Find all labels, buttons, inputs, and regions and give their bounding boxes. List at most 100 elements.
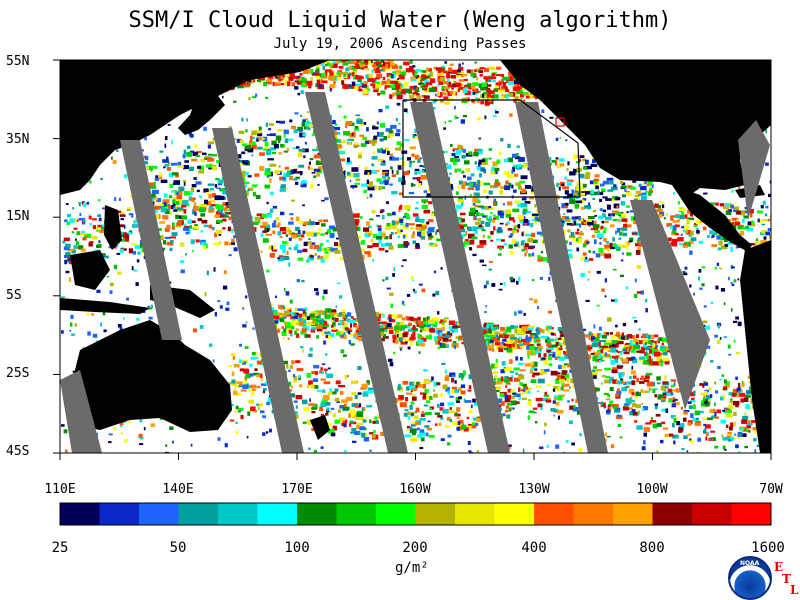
cloud-pixel	[759, 232, 765, 236]
cloud-pixel	[468, 409, 473, 414]
cloud-pixel	[458, 149, 464, 152]
cloud-pixel	[279, 176, 285, 181]
cloud-pixel	[391, 65, 399, 69]
cloud-pixel	[378, 247, 385, 251]
cloud-pixel	[461, 170, 465, 174]
cloud-pixel	[453, 80, 457, 84]
cloud-pixel	[511, 184, 514, 189]
cloud-pixel	[698, 410, 704, 414]
cloud-pixel	[463, 242, 466, 248]
cloud-pixel	[683, 410, 690, 413]
cloud-pixel	[520, 338, 528, 342]
cloud-pixel	[452, 91, 456, 96]
cloud-pixel	[366, 73, 373, 79]
cloud-pixel	[515, 182, 521, 186]
cloud-pixel	[424, 87, 428, 91]
cloud-pixel	[302, 316, 309, 320]
cloud-pixel	[69, 218, 75, 223]
cloud-pixel	[333, 131, 337, 136]
cloud-pixel	[309, 313, 315, 318]
cloud-pixel	[96, 245, 101, 248]
cloud-pixel	[367, 387, 374, 392]
cloud-pixel	[640, 389, 644, 393]
cloud-pixel	[571, 238, 577, 242]
cloud-pixel	[395, 147, 402, 151]
cloud-pixel	[524, 252, 527, 257]
cloud-pixel	[591, 342, 599, 348]
cloud-pixel	[244, 190, 249, 193]
cloud-pixel	[372, 421, 379, 424]
cloud-pixel	[297, 249, 303, 253]
cloud-pixel	[297, 50, 301, 54]
cloud-pixel	[512, 153, 517, 158]
cloud-pixel	[559, 329, 566, 334]
cloud-pixel	[703, 417, 710, 421]
cloud-pixel	[524, 363, 531, 367]
cloud-pixel	[435, 340, 439, 345]
cloud-pixel	[419, 383, 426, 388]
cloud-pixel	[263, 146, 269, 149]
cloud-pixel	[525, 185, 531, 189]
cloud-pixel	[476, 245, 484, 249]
cloud-pixel	[251, 144, 257, 150]
cloud-pixel	[422, 165, 426, 168]
cloud-pixel	[488, 332, 493, 336]
cloud-pixel	[343, 335, 347, 340]
cloud-pixel	[318, 227, 321, 232]
cloud-pixel	[604, 367, 611, 371]
cloud-pixel	[658, 337, 663, 341]
cloud-pixel	[288, 76, 294, 81]
cloud-pixel	[542, 257, 549, 262]
cloud-pixel	[506, 403, 513, 406]
cloud-pixel	[315, 291, 319, 296]
cloud-pixel	[504, 409, 509, 413]
cloud-pixel	[554, 161, 557, 166]
cloud-pixel	[625, 192, 633, 196]
cloud-pixel	[591, 371, 598, 376]
cloud-pixel	[686, 450, 689, 453]
cloud-pixel	[244, 82, 251, 87]
cloud-pixel	[186, 152, 192, 157]
cloud-pixel	[582, 243, 587, 248]
cloud-pixel	[298, 317, 303, 322]
cloud-pixel	[648, 355, 651, 361]
cloud-pixel	[453, 344, 456, 349]
cloud-pixel	[699, 383, 705, 386]
cloud-pixel	[718, 240, 723, 246]
cloud-pixel	[466, 69, 471, 73]
cloud-pixel	[169, 236, 176, 239]
cloud-pixel	[472, 92, 475, 95]
cloud-pixel	[553, 339, 559, 343]
cloud-pixel	[402, 225, 409, 230]
cloud-pixel	[612, 196, 618, 201]
cloud-pixel	[480, 87, 487, 91]
cloud-pixel	[221, 54, 224, 58]
cloud-pixel	[508, 235, 513, 238]
cloud-pixel	[697, 437, 701, 442]
cloud-pixel	[592, 197, 596, 200]
cloud-pixel	[757, 219, 763, 223]
cloud-pixel	[342, 406, 350, 410]
cloud-pixel	[377, 148, 383, 153]
cloud-pixel	[736, 387, 741, 393]
cloud-pixel	[572, 407, 579, 412]
cloud-pixel	[268, 397, 271, 402]
cloud-pixel	[310, 57, 313, 59]
cloud-pixel	[276, 76, 284, 80]
cloud-pixel	[740, 398, 744, 403]
cloud-pixel	[473, 192, 480, 197]
cloud-pixel	[426, 394, 430, 399]
cloud-pixel	[395, 330, 399, 333]
cloud-pixel	[383, 61, 386, 67]
cloud-pixel	[596, 233, 604, 239]
cloud-pixel	[702, 385, 705, 388]
cloud-pixel	[360, 143, 367, 147]
cloud-pixel	[262, 238, 269, 243]
cloud-pixel	[397, 385, 401, 391]
cloud-pixel	[330, 432, 336, 437]
cloud-pixel	[555, 159, 558, 162]
cloud-pixel	[421, 94, 426, 98]
cloud-pixel	[419, 218, 425, 223]
cloud-pixel	[303, 406, 310, 411]
cloud-pixel	[513, 227, 517, 231]
